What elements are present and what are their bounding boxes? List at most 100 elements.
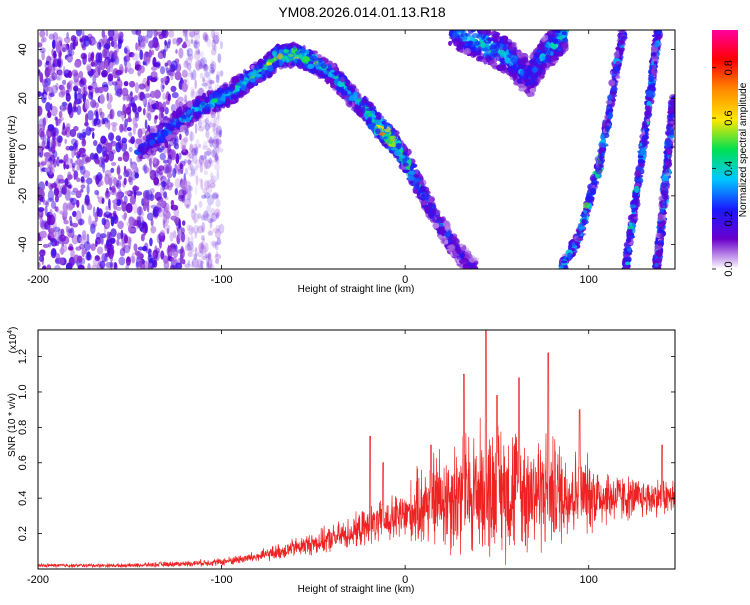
spectrogram-cell xyxy=(212,136,218,145)
upper-blob-cell xyxy=(561,16,567,23)
spectrogram-cell xyxy=(57,137,62,147)
main-arc-cell xyxy=(349,100,353,106)
upper-blob-cell xyxy=(453,16,460,21)
spectrogram-cell xyxy=(197,251,204,258)
spectrogram-cell xyxy=(201,212,208,221)
spectrogram-cell xyxy=(90,223,96,235)
spectrogram-cell xyxy=(207,77,212,83)
main-arc-cell xyxy=(470,271,475,278)
spectrogram-cell xyxy=(190,35,194,44)
spectrogram-cell xyxy=(150,218,154,227)
spectrogram-cell xyxy=(213,132,218,138)
spectrogram-cell xyxy=(109,237,116,245)
spectrogram-cell xyxy=(216,70,220,80)
spectrogram-cell xyxy=(199,72,204,79)
spectrogram-cell xyxy=(84,156,91,163)
spectrogram-cell xyxy=(201,118,208,128)
main-arc-cell xyxy=(163,130,169,137)
spectrogram-cell xyxy=(190,165,196,175)
spectrogram-cell xyxy=(149,90,156,99)
spectrogram-cell xyxy=(187,159,192,164)
main-arc-cell xyxy=(180,124,187,129)
spectrogram-cell xyxy=(202,145,209,151)
upper-blob-cell xyxy=(512,72,518,80)
spectrogram-cell xyxy=(131,164,137,172)
spectrogram-cell xyxy=(38,42,43,48)
main-arc-cell xyxy=(243,89,251,93)
spectrogram-cell xyxy=(135,42,138,51)
main-arc-cell xyxy=(166,117,174,121)
spectrogram-cell xyxy=(86,251,91,261)
spectrogram-cell xyxy=(183,60,188,68)
main-arc-cell xyxy=(167,129,173,135)
spectrogram-cell xyxy=(192,153,198,164)
spectrogram-cell xyxy=(142,35,146,43)
spectrogram-cell xyxy=(186,151,191,157)
spectrogram-cell xyxy=(73,78,80,87)
spectrogram-cell xyxy=(43,151,51,158)
spectrogram-cell xyxy=(181,82,188,93)
spectrogram-cell xyxy=(117,40,122,50)
spectrogram-cell xyxy=(42,36,47,43)
spectrogram-cell xyxy=(196,264,204,269)
upper-blob-cell xyxy=(559,18,565,25)
spectrogram-cell xyxy=(213,155,219,163)
spectrogram-cell xyxy=(55,42,61,54)
spectrogram-cell xyxy=(51,249,57,257)
main-arc-cell xyxy=(152,143,161,147)
spectrogram-cell xyxy=(210,172,214,179)
spectrogram-cell xyxy=(182,30,188,37)
spectrogram-cell xyxy=(172,230,177,239)
spectrogram-cell xyxy=(138,206,142,216)
spectrogram-cell xyxy=(163,191,168,199)
spectrogram-cell xyxy=(156,167,161,174)
spectrogram-cell xyxy=(186,39,191,48)
upper-blob-cell xyxy=(560,30,561,31)
upper-blob-cell xyxy=(558,25,562,29)
spectrogram-cell xyxy=(212,227,220,234)
spectrogram-cell xyxy=(190,248,195,253)
spectrogram-cell xyxy=(185,58,188,66)
spectrogram-cell xyxy=(214,138,222,150)
main-arc-cell xyxy=(421,194,426,202)
spectrogram-cell xyxy=(117,241,124,246)
spectrogram-cell xyxy=(211,149,216,158)
spectrogram-cell xyxy=(39,47,46,54)
spectrogram-cell xyxy=(43,83,49,95)
spectrogram-cell xyxy=(162,163,170,175)
spectrogram-cell xyxy=(200,155,207,161)
spectrogram-cell xyxy=(204,118,210,125)
spectrogram-cell xyxy=(74,70,78,78)
spectrogram-cell xyxy=(87,262,91,269)
spectrogram-cell xyxy=(181,220,186,226)
spectrogram-cell xyxy=(118,256,126,266)
spectrogram-cell xyxy=(167,144,171,154)
spectrogram-cell xyxy=(108,36,114,41)
spectrogram-cell xyxy=(120,141,128,152)
spectrogram-cell xyxy=(101,117,105,125)
main-arc-cell xyxy=(445,225,450,232)
spectrogram-cell xyxy=(120,229,124,240)
spectrogram-cell xyxy=(207,252,212,260)
spectrogram-cell xyxy=(98,209,102,216)
spectrogram-cell xyxy=(193,41,200,49)
spectrogram-cell xyxy=(210,212,218,223)
main-arc-cell xyxy=(195,111,203,115)
spectrogram-cell xyxy=(194,79,197,89)
spectrogram-cell xyxy=(44,205,48,217)
spectrogram-cell xyxy=(98,156,104,168)
upper-blob-cell xyxy=(516,78,523,84)
spectrogram-cell xyxy=(50,105,58,117)
spectrogram-cell xyxy=(116,166,121,175)
spectrogram-cell xyxy=(89,152,95,160)
spectrogram-cell xyxy=(100,135,107,144)
main-arc-cell xyxy=(241,84,246,91)
upper-blob-cell xyxy=(561,16,565,23)
spectrogram-cell xyxy=(186,47,193,57)
spectrogram-cell xyxy=(115,179,122,190)
main-arc-cell xyxy=(218,100,226,104)
main-arc-cell xyxy=(472,274,479,280)
main-arc-cell xyxy=(375,112,382,117)
spectrogram-cell xyxy=(41,140,46,150)
spectrogram-cell xyxy=(170,104,176,113)
